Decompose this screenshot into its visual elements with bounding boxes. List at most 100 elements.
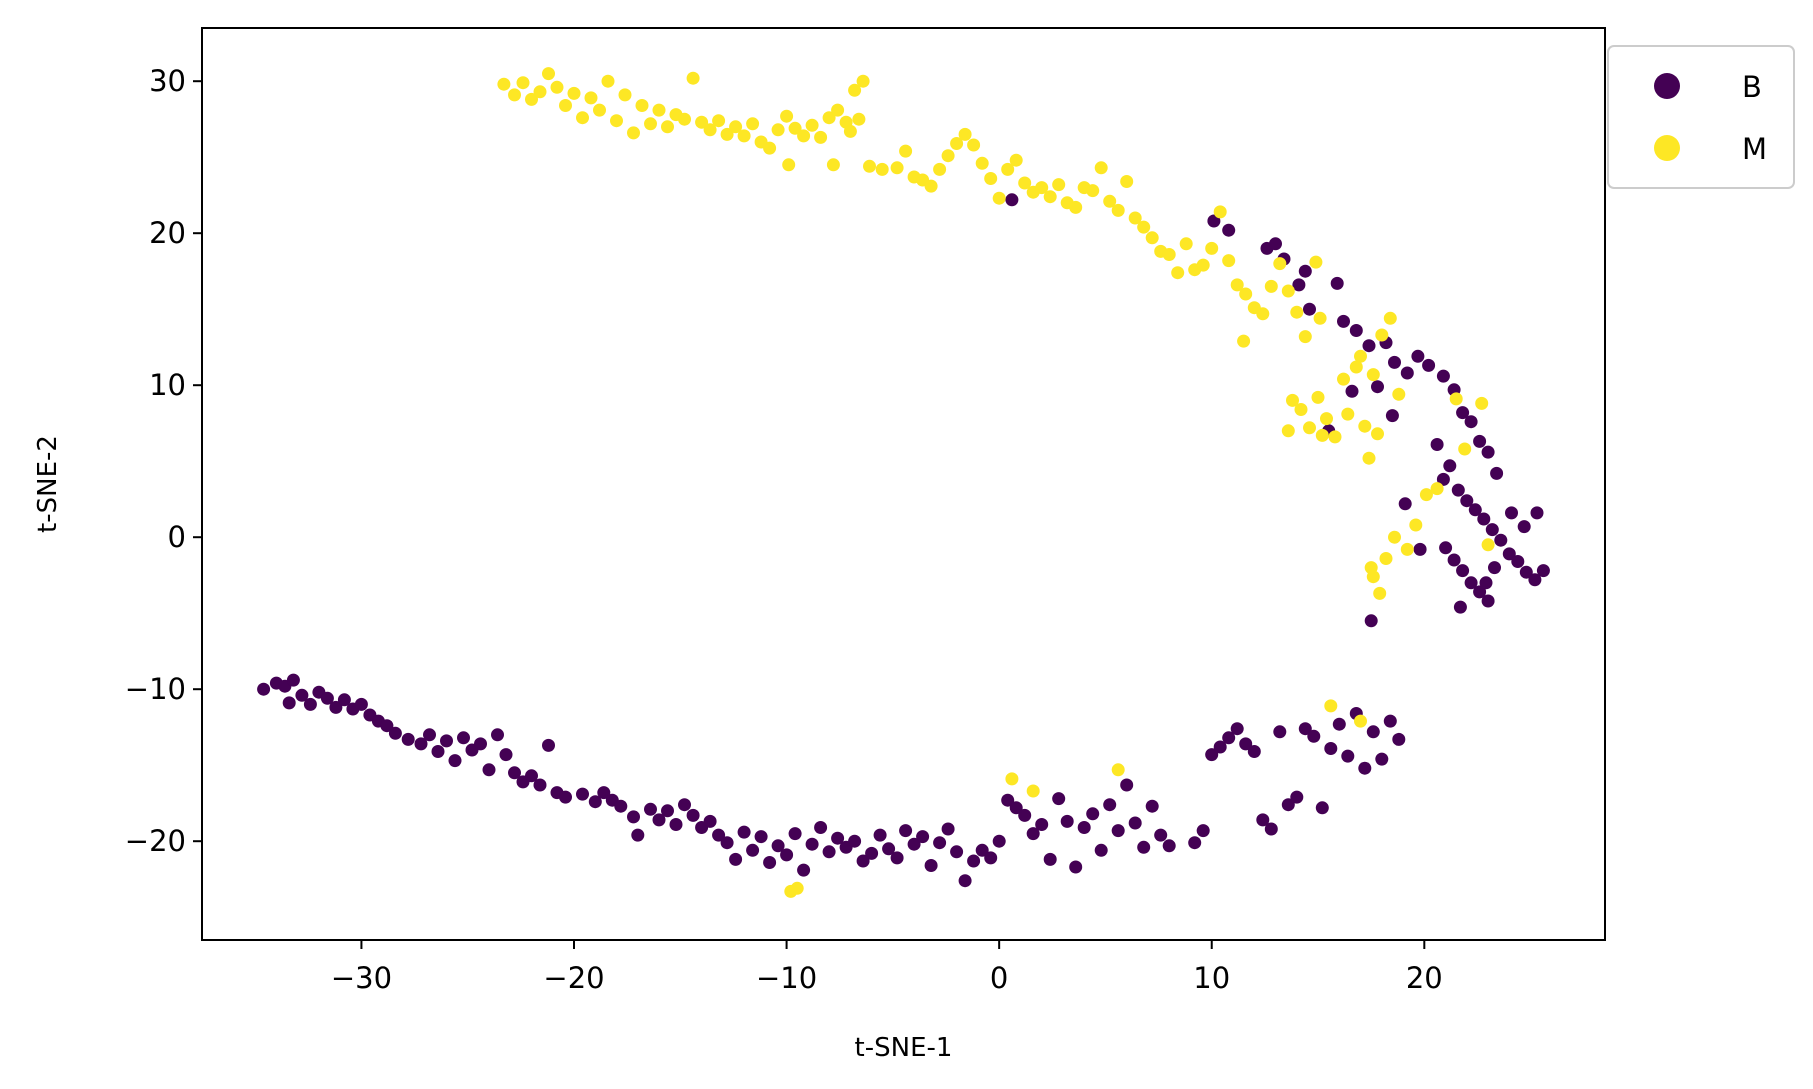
point-m [1052, 178, 1066, 192]
point-b [1035, 818, 1049, 831]
point-m [831, 103, 845, 117]
point-b [763, 856, 777, 869]
legend-label-b: B [1742, 70, 1762, 104]
point-b [337, 693, 351, 707]
point-b [933, 836, 947, 850]
point-b [588, 795, 602, 809]
point-b [1505, 506, 1518, 520]
legend: B M [1607, 45, 1795, 189]
point-m [782, 158, 796, 172]
point-m [1086, 184, 1100, 198]
point-b [1392, 732, 1406, 746]
point-b [1490, 466, 1504, 480]
point-m [1341, 407, 1355, 421]
x-tick-label: 20 [1406, 961, 1443, 995]
point-b [401, 732, 415, 746]
point-m [1328, 430, 1342, 444]
point-b [457, 731, 470, 745]
point-b [1479, 576, 1493, 590]
point-m [661, 120, 674, 134]
point-m [1449, 392, 1463, 406]
point-m [601, 74, 615, 88]
point-b [661, 804, 674, 818]
point-b [873, 828, 887, 842]
point-b [1358, 761, 1372, 775]
point-m [1430, 482, 1444, 496]
point-b [771, 839, 785, 853]
point-m [1379, 552, 1393, 565]
point-m [1281, 284, 1295, 298]
legend-label-m: M [1742, 132, 1767, 166]
point-m [584, 91, 598, 105]
point-m [1281, 424, 1295, 438]
point-b [1269, 237, 1282, 251]
point-b [1094, 843, 1108, 857]
point-b [1349, 324, 1363, 337]
y-axis-label: t-SNE-2 [33, 435, 63, 533]
point-b [1230, 722, 1244, 736]
point-m [652, 103, 666, 117]
point-m [1137, 220, 1151, 234]
point-b [1398, 497, 1412, 511]
point-b [907, 837, 921, 851]
point-b [576, 787, 589, 801]
point-b [1086, 807, 1100, 821]
point-b [1481, 445, 1495, 459]
point-m [1290, 305, 1304, 319]
point-b [1332, 717, 1346, 731]
point-b [414, 737, 428, 751]
point-m [890, 161, 904, 175]
point-b [1488, 561, 1501, 575]
point-m [1256, 307, 1270, 321]
point-m [848, 83, 862, 97]
point-b [1481, 594, 1495, 608]
point-b [644, 802, 657, 816]
point-b [1362, 339, 1376, 353]
point-m [805, 118, 819, 132]
x-axis-label: t-SNE-1 [855, 1033, 953, 1063]
point-b [1436, 472, 1450, 486]
point-b [848, 834, 862, 848]
point-m [1458, 442, 1472, 456]
point-b [1413, 542, 1427, 556]
point-b [508, 766, 521, 780]
plot-frame [201, 27, 1606, 941]
point-m [797, 129, 811, 143]
point-b [1451, 483, 1465, 497]
point-m [1222, 254, 1236, 268]
point-b [1473, 434, 1487, 448]
point-m [1171, 266, 1185, 280]
point-m [771, 123, 785, 137]
point-m [1103, 194, 1117, 208]
point-m [1001, 162, 1015, 176]
point-b [652, 813, 666, 827]
point-m [967, 138, 981, 152]
point-b [984, 851, 998, 865]
point-m [567, 86, 581, 100]
point-b [1494, 533, 1508, 547]
point-b [737, 825, 751, 839]
point-b [282, 696, 296, 710]
point-m [863, 159, 876, 173]
point-m [1362, 451, 1376, 465]
point-m [814, 130, 828, 144]
point-b [295, 688, 309, 702]
point-b [814, 821, 828, 834]
point-m [610, 114, 623, 128]
point-b [788, 827, 802, 841]
point-m [559, 99, 572, 112]
point-b [703, 814, 717, 828]
point-m [720, 127, 734, 141]
point-b [1128, 816, 1142, 830]
point-m [1213, 205, 1227, 219]
point-b [1207, 214, 1221, 228]
point-b [754, 830, 768, 844]
point-m [1375, 328, 1389, 342]
point-b [533, 778, 547, 792]
point-b [720, 836, 734, 850]
point-b [882, 842, 896, 856]
point-b [950, 845, 964, 859]
point-m [1481, 538, 1495, 552]
point-b [967, 854, 981, 868]
point-m [576, 111, 589, 125]
